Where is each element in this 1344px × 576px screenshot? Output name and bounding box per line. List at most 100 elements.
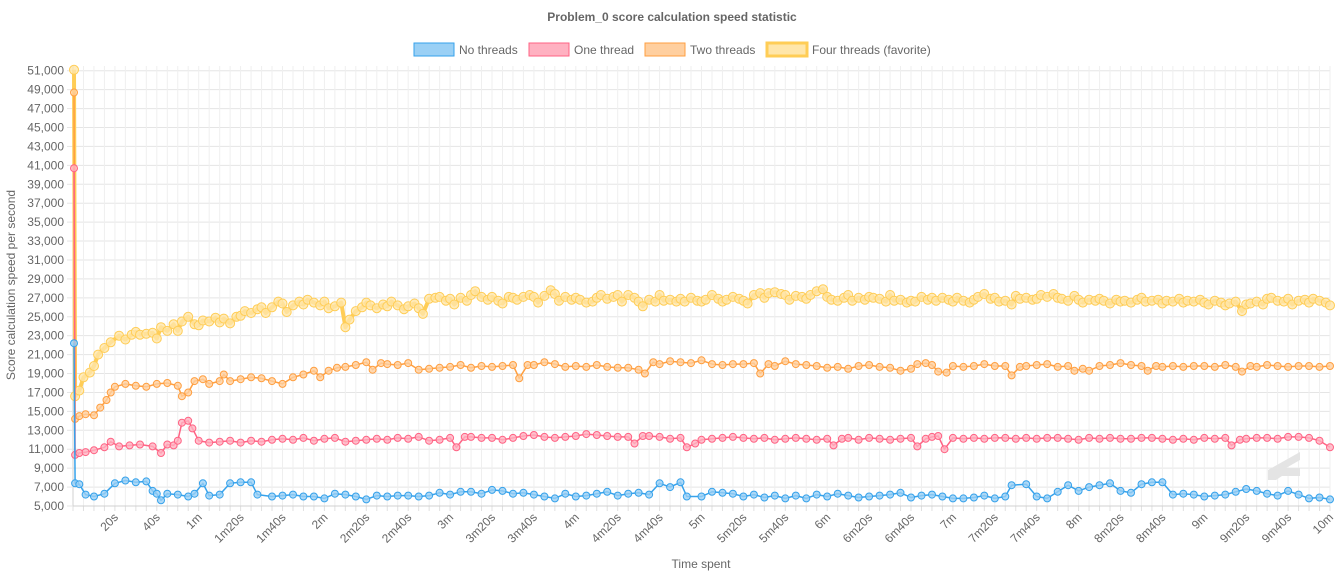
data-point bbox=[666, 434, 675, 443]
data-point bbox=[102, 396, 111, 404]
data-point bbox=[299, 433, 308, 442]
chart-title: Problem_0 score calculation speed statis… bbox=[547, 10, 797, 24]
series-3 bbox=[69, 64, 1335, 402]
data-point bbox=[728, 489, 737, 498]
data-point bbox=[1001, 362, 1010, 370]
data-point bbox=[1242, 434, 1251, 443]
data-point bbox=[802, 361, 811, 369]
data-point bbox=[498, 486, 507, 495]
data-point bbox=[1252, 486, 1261, 495]
data-point bbox=[425, 491, 434, 500]
data-point bbox=[320, 494, 329, 503]
data-point bbox=[1064, 481, 1073, 490]
data-point bbox=[289, 373, 297, 382]
data-point bbox=[749, 359, 758, 368]
series-1 bbox=[70, 164, 1334, 459]
data-point bbox=[1230, 296, 1241, 307]
data-point bbox=[215, 377, 224, 386]
data-point bbox=[404, 434, 413, 443]
data-point bbox=[414, 365, 423, 374]
y-tick-label: 15,000 bbox=[27, 404, 64, 418]
data-point bbox=[969, 493, 978, 502]
data-point bbox=[613, 432, 622, 441]
data-point bbox=[125, 441, 134, 450]
data-point bbox=[1168, 435, 1177, 444]
legend-item-0[interactable]: No threads bbox=[413, 42, 518, 57]
data-point bbox=[634, 488, 643, 497]
data-point bbox=[446, 433, 455, 442]
data-point bbox=[1064, 434, 1073, 443]
data-point bbox=[613, 363, 622, 372]
data-point bbox=[959, 362, 968, 371]
data-point bbox=[257, 374, 266, 383]
data-point bbox=[1070, 366, 1079, 375]
data-point bbox=[70, 88, 78, 97]
data-point bbox=[1085, 433, 1094, 442]
data-point bbox=[90, 446, 98, 455]
data-point bbox=[253, 490, 262, 499]
legend[interactable]: No threads One thread Two threads Four thre… bbox=[413, 41, 931, 58]
data-point bbox=[896, 366, 905, 375]
data-point bbox=[875, 491, 884, 500]
y-tick-label: 49,000 bbox=[27, 83, 64, 97]
data-point bbox=[70, 164, 78, 173]
data-point bbox=[226, 479, 235, 488]
y-tick-label: 27,000 bbox=[27, 291, 64, 305]
data-point bbox=[624, 363, 633, 372]
data-point bbox=[1043, 360, 1052, 369]
data-point bbox=[1074, 486, 1083, 495]
data-point bbox=[1263, 361, 1272, 369]
data-point bbox=[791, 360, 800, 369]
data-point bbox=[519, 432, 528, 440]
data-point bbox=[225, 318, 236, 329]
data-point bbox=[969, 433, 978, 442]
data-point bbox=[613, 491, 622, 500]
data-point bbox=[540, 492, 549, 501]
data-point bbox=[682, 443, 691, 452]
y-tick-label: 21,000 bbox=[27, 348, 64, 362]
legend-label: Four threads (favorite) bbox=[812, 43, 931, 57]
data-point bbox=[1095, 434, 1104, 443]
y-tick-label: 41,000 bbox=[27, 158, 64, 172]
data-point bbox=[215, 490, 224, 499]
data-point bbox=[728, 432, 737, 441]
data-point bbox=[368, 365, 377, 374]
data-point bbox=[1252, 433, 1261, 442]
data-point bbox=[198, 479, 207, 488]
data-point bbox=[1305, 494, 1313, 503]
data-point bbox=[1147, 433, 1156, 442]
data-point bbox=[340, 322, 351, 333]
data-point bbox=[362, 435, 371, 444]
data-point bbox=[1127, 434, 1135, 443]
data-point bbox=[760, 493, 769, 502]
data-point bbox=[488, 362, 496, 371]
data-point bbox=[69, 64, 79, 75]
data-point bbox=[539, 290, 550, 301]
legend-item-3[interactable]: Four threads (favorite) bbox=[765, 41, 931, 58]
plot-area bbox=[69, 64, 1335, 505]
data-point bbox=[749, 490, 758, 499]
data-point bbox=[470, 286, 481, 297]
data-point bbox=[913, 360, 922, 369]
data-point bbox=[1085, 483, 1094, 492]
legend-item-2[interactable]: Two threads bbox=[644, 42, 755, 57]
data-point bbox=[190, 489, 199, 498]
data-point bbox=[624, 432, 633, 441]
data-point bbox=[582, 430, 591, 439]
data-point bbox=[1305, 362, 1313, 370]
data-point bbox=[844, 433, 853, 442]
data-point bbox=[498, 362, 507, 370]
data-point bbox=[676, 433, 685, 442]
data-point bbox=[630, 439, 639, 448]
data-point bbox=[1221, 361, 1230, 369]
data-point bbox=[1326, 362, 1334, 370]
data-point bbox=[1053, 362, 1062, 371]
legend-item-1[interactable]: One thread bbox=[528, 42, 634, 57]
y-axis: 5,000 7,000 9,000 11,000 13,000 15,000 17,000 1… bbox=[27, 64, 73, 513]
data-point bbox=[351, 436, 360, 445]
data-point bbox=[74, 385, 85, 396]
data-point bbox=[1168, 490, 1177, 499]
data-point bbox=[603, 362, 612, 371]
y-tick-label: 11,000 bbox=[28, 442, 64, 456]
data-point bbox=[907, 364, 915, 373]
